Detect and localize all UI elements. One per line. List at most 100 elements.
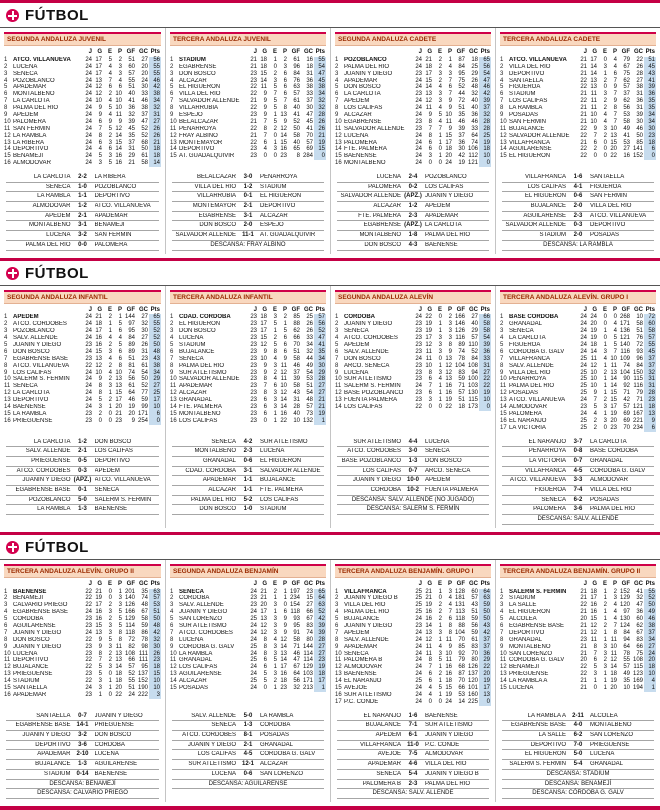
home-team: LOS CALIFAS <box>197 751 236 758</box>
stat-cell: 0 <box>273 153 277 160</box>
stat-cell: 57 <box>128 70 135 77</box>
team-name: SALERM S. FERMÍN <box>509 588 567 595</box>
pts-cell: 22 <box>479 383 491 391</box>
pts-cell: 26 <box>314 125 326 133</box>
stat-cell: 2 <box>273 588 277 595</box>
home-team: SALV. ALLENDE <box>25 448 71 455</box>
pts-cell: 31 <box>644 376 656 384</box>
position-number: 5 <box>170 84 174 91</box>
pts-cell: 39 <box>644 84 656 92</box>
standings-zone: J G E P GF GC Pts 1 BAENENSE 22 21 0 1 201 35 63 2 BENAM… <box>4 581 161 708</box>
stat-cell: 81 <box>128 362 135 369</box>
stat-cell: 24 <box>85 376 92 383</box>
results-list: SALV. ALLENDE 5-0 LA RAMBLA SÉNECA 1-3 CÓRDOB… <box>172 712 324 790</box>
stat-cell: 17 <box>95 56 102 63</box>
pts-cell: 48 <box>149 623 161 630</box>
stat-cell: 17 <box>610 403 617 410</box>
stat-cell: 71 <box>636 397 643 404</box>
home-team: BELALCÁZAR <box>196 174 236 180</box>
table-row: 9 JUANÍN Y DIEGO 23 9 3 11 82 98 30 <box>4 643 161 651</box>
stat-cell: 13 <box>610 132 617 139</box>
home-team: EL HIGUERÓN <box>524 751 566 758</box>
stat-cell: 10 <box>115 369 122 376</box>
match-score: 3-2 <box>78 732 87 739</box>
match-result: SÉNECA 1-3 CÓRDOBA <box>172 721 324 732</box>
position-number: 15 <box>4 685 11 692</box>
pts-cell: 18 <box>149 153 161 161</box>
away-team: MONTALBEÑO <box>590 722 632 729</box>
match-result: VILLAFRANCA 4-5 CÓRDOBA G. GALV <box>502 467 654 477</box>
stat-cell: 4 <box>613 328 617 335</box>
stat-cell: 21 <box>580 595 587 602</box>
league-column: SEGUNDA ANDALUZA ALEVÍN J G E P GF GC Pts 1 CÓR… <box>330 285 495 528</box>
pts-cell: 34 <box>149 369 161 377</box>
stat-cell: 121 <box>632 403 643 410</box>
stat-column-header: J <box>418 306 422 313</box>
team-name: SALVADOR ALLENDE <box>179 98 240 105</box>
away-team: LUCENA <box>94 751 119 758</box>
stat-cell: 6 <box>448 616 452 623</box>
stat-cell: 31 <box>293 397 300 404</box>
stat-cell: 24 <box>415 139 422 146</box>
pts-cell: 43 <box>479 623 491 630</box>
stat-cell: 19 <box>610 678 617 685</box>
stat-cell: 3 <box>603 125 607 132</box>
team-name: LA RAMBLA <box>179 650 213 657</box>
stat-cell: 0 <box>428 698 432 705</box>
home-team: SALERM S. FERMÍN <box>509 761 566 768</box>
stat-cell: 37 <box>306 98 313 105</box>
position-number: 11 <box>335 657 342 664</box>
stat-cell: 2 <box>603 105 607 112</box>
match-result: STADIUM 0-14 BAENENSE <box>6 770 159 780</box>
stat-column-header: J <box>583 49 587 55</box>
stat-cell: 1 <box>273 609 277 616</box>
match-result: JUANÍN Y DIEGO (APZ.) ATCO. VILLANUEVA <box>6 476 159 486</box>
table-row: 11 APADEMAR 23 7 6 10 58 51 27 <box>170 383 326 391</box>
stat-cell: 17 <box>590 595 597 602</box>
stat-cell: 8 <box>263 650 267 657</box>
standings-table: J G E P GF GC Pts 1 POZOBLANCO 24 21 2 1 87 18 65 2 PALM… <box>335 49 491 168</box>
stat-cell: 13 <box>280 112 287 119</box>
stat-cell: 2 <box>438 77 442 84</box>
stat-cell: 24 <box>85 403 92 410</box>
table-row: 8 LA RAMBLA 21 11 2 8 56 31 35 <box>500 105 656 113</box>
away-team: ATCO. VILLANUEVA <box>94 203 151 210</box>
table-row: 3 SÉNECA 23 19 1 3 126 29 58 <box>335 328 491 336</box>
table-row: 2 STADIUM 21 17 1 3 129 32 52 <box>500 595 656 603</box>
stat-cell: 1 <box>273 664 277 671</box>
stat-cell: 83 <box>306 623 313 630</box>
stat-cell: 9 <box>98 112 102 119</box>
stat-cell: 24 <box>250 636 257 643</box>
stat-cell: 5 <box>273 105 277 112</box>
standings-zone: J G E P GF GC Pts 1 VILLAFRANCA 25 21 1 3 128 60 64 2 JU… <box>335 581 491 708</box>
pts-cell: 20 <box>479 671 491 679</box>
stat-cell: 89 <box>128 348 135 355</box>
stat-cell: 61 <box>471 636 478 643</box>
position-number: 11 <box>500 125 507 132</box>
match-result: APEDEM 6-1 JUANÍN Y DIEGO <box>337 731 489 741</box>
away-team: LA RAMBLA <box>260 712 294 719</box>
away-team: SALVADOR ALLENDE <box>260 467 321 474</box>
position-number: 7 <box>170 355 174 362</box>
stat-cell: 23 <box>250 595 257 602</box>
team-name: DON BOSCO <box>344 355 381 362</box>
stat-cell: 75 <box>636 650 643 657</box>
stat-cell: 16 <box>280 671 287 678</box>
table-row: 9 MONTALBEÑO 21 8 3 10 64 66 27 <box>500 643 656 651</box>
stat-cell: 0 <box>438 146 442 153</box>
stat-cell: 140 <box>124 595 135 602</box>
table-row: 6 DON BOSCO 24 15 3 6 89 31 48 <box>4 348 161 356</box>
standings-zone: J G E P GF GC Pts 1 SALERM S. FERMÍN 21 18 1 2 152 41… <box>500 581 656 708</box>
away-team: DEPORTIVO <box>590 222 626 229</box>
stat-cell: 79 <box>636 390 643 397</box>
stat-cell: 22 <box>85 636 92 643</box>
stat-cell: 5 <box>108 636 112 643</box>
stat-cell: 51 <box>471 609 478 616</box>
team-name: SÉNECA <box>179 588 205 595</box>
pts-cell: 13 <box>644 410 656 418</box>
pts-cell: 0 <box>314 153 326 161</box>
table-row: 11 CÓRDOBA G. GALV 20 6 2 12 55 108 20 <box>500 657 656 665</box>
team-name: PALMA DEL RÍO <box>13 105 59 112</box>
stat-cell: 22 <box>250 125 257 132</box>
position-number: 8 <box>170 636 174 643</box>
